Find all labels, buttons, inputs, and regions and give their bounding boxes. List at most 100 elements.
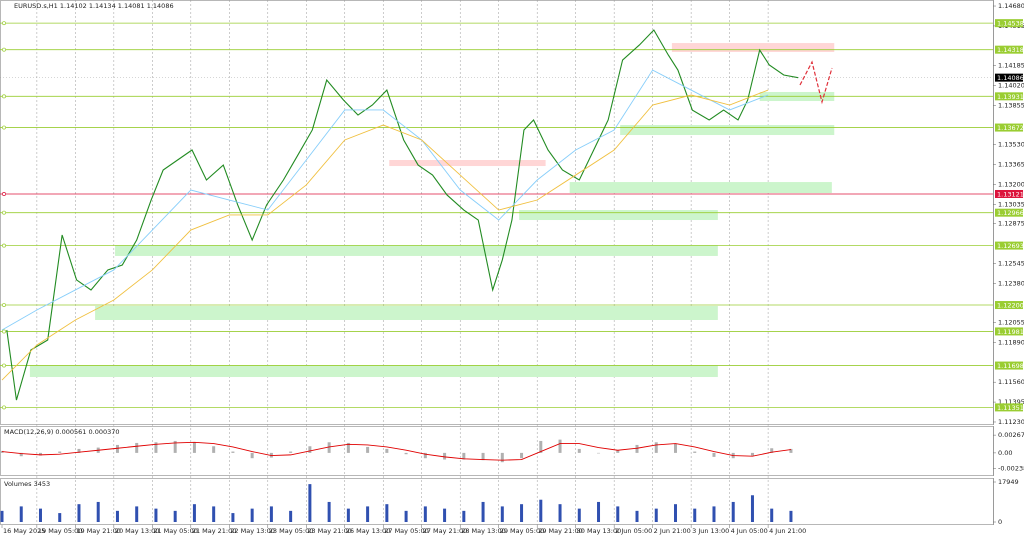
level-anchor xyxy=(2,94,6,99)
bar xyxy=(77,504,81,522)
bar xyxy=(366,446,370,453)
level-label: 1.13931 xyxy=(997,93,1024,101)
zone xyxy=(519,210,718,221)
zone xyxy=(671,43,835,52)
bar xyxy=(481,501,485,522)
y-tick-label: 1.12875 xyxy=(998,220,1024,228)
bar xyxy=(115,510,119,522)
price-line xyxy=(1,89,769,381)
bar xyxy=(673,504,677,522)
bar xyxy=(500,506,504,522)
price-line xyxy=(6,29,799,401)
bar xyxy=(789,510,793,522)
panel-title: Volumes 3453 xyxy=(4,480,50,488)
y-tick-label: 1.13855 xyxy=(998,101,1024,109)
x-tick-label: 23 May 21:00 xyxy=(307,527,352,535)
bar xyxy=(558,504,562,522)
bar xyxy=(19,506,23,522)
level-label: 1.12693 xyxy=(997,242,1024,250)
y-tick-label: 0 xyxy=(998,518,1002,526)
bar xyxy=(0,510,4,522)
bar xyxy=(327,442,331,453)
bar xyxy=(597,452,601,454)
level-label: 1.14538 xyxy=(997,20,1024,28)
level-label: 1.12966 xyxy=(997,209,1024,217)
y-tick-label: -0.002389 xyxy=(998,465,1024,473)
bar xyxy=(192,504,196,522)
level-label: 1.11981 xyxy=(997,328,1024,336)
level-anchor xyxy=(2,125,6,130)
bar xyxy=(58,451,62,453)
bar xyxy=(539,499,543,522)
bar xyxy=(577,448,581,453)
zone xyxy=(115,244,718,256)
bar xyxy=(308,484,312,522)
bar xyxy=(96,501,100,522)
level-label-box xyxy=(995,123,1023,132)
panel-title: MACD(12,26,9) 0.000561 0.000370 xyxy=(4,428,120,436)
y-tick-label: 1.14680 xyxy=(998,2,1024,10)
bar xyxy=(462,510,466,522)
x-tick-label: 26 May 13:00 xyxy=(346,527,391,535)
y-tick-label: 17949 xyxy=(998,478,1019,486)
level-label: 1.13121 xyxy=(997,190,1024,198)
bar xyxy=(269,506,273,522)
x-tick-label: 29 May 05:00 xyxy=(500,527,545,535)
level-label: 1.13672 xyxy=(997,124,1024,132)
price-line xyxy=(1,69,769,331)
level-label-box xyxy=(995,19,1023,28)
x-tick-label: 19 May 21:00 xyxy=(76,527,121,535)
bar xyxy=(635,510,639,522)
bar xyxy=(770,448,774,453)
bar xyxy=(192,442,196,453)
y-tick-label: 1.11560 xyxy=(998,378,1024,386)
bar xyxy=(115,444,119,453)
bar xyxy=(404,510,408,522)
bar xyxy=(693,508,697,522)
bar xyxy=(212,506,216,522)
bar xyxy=(654,508,658,522)
bar xyxy=(577,508,581,522)
level-anchor xyxy=(2,192,6,196)
y-tick-label: 0.002678 xyxy=(998,431,1024,439)
bar xyxy=(231,513,235,522)
bar xyxy=(58,513,62,522)
y-tick-label: 1.12055 xyxy=(998,319,1024,327)
x-tick-label: 28 May 13:00 xyxy=(461,527,506,535)
bar xyxy=(597,501,601,522)
bar xyxy=(654,442,658,453)
bar xyxy=(635,444,639,453)
y-tick-label: 1.13200 xyxy=(998,180,1024,188)
level-anchor xyxy=(2,405,6,410)
x-tick-label: 20 May 13:00 xyxy=(115,527,160,535)
forecast-arrow xyxy=(799,60,833,105)
bar xyxy=(443,452,447,460)
y-tick-label: 1.13530 xyxy=(998,141,1024,149)
x-tick-label: 4 Jun 05:00 xyxy=(731,527,768,535)
bar xyxy=(212,446,216,453)
signal-line xyxy=(1,441,792,461)
bar xyxy=(462,452,466,460)
x-tick-label: 21 May 21:00 xyxy=(192,527,237,535)
level-label: 1.14318 xyxy=(997,46,1024,54)
x-tick-label: 23 May 05:00 xyxy=(269,527,314,535)
bar xyxy=(77,448,81,453)
level-label: 1.11351 xyxy=(997,404,1024,412)
y-tick-label: 1.13365 xyxy=(998,161,1024,169)
level-label-box xyxy=(995,45,1023,54)
x-tick-label: 29 May 21:00 xyxy=(538,527,583,535)
bar xyxy=(616,506,620,522)
bar xyxy=(731,501,735,522)
bar xyxy=(616,450,620,453)
last-price-box xyxy=(995,73,1023,82)
level-label-box xyxy=(995,301,1023,310)
bar xyxy=(481,452,485,461)
bar xyxy=(520,452,524,459)
bar xyxy=(712,506,716,522)
bar xyxy=(154,508,158,522)
y-tick-label: 1.11395 xyxy=(998,398,1024,406)
bar xyxy=(173,440,177,453)
bar xyxy=(289,451,293,453)
bar xyxy=(173,510,177,522)
